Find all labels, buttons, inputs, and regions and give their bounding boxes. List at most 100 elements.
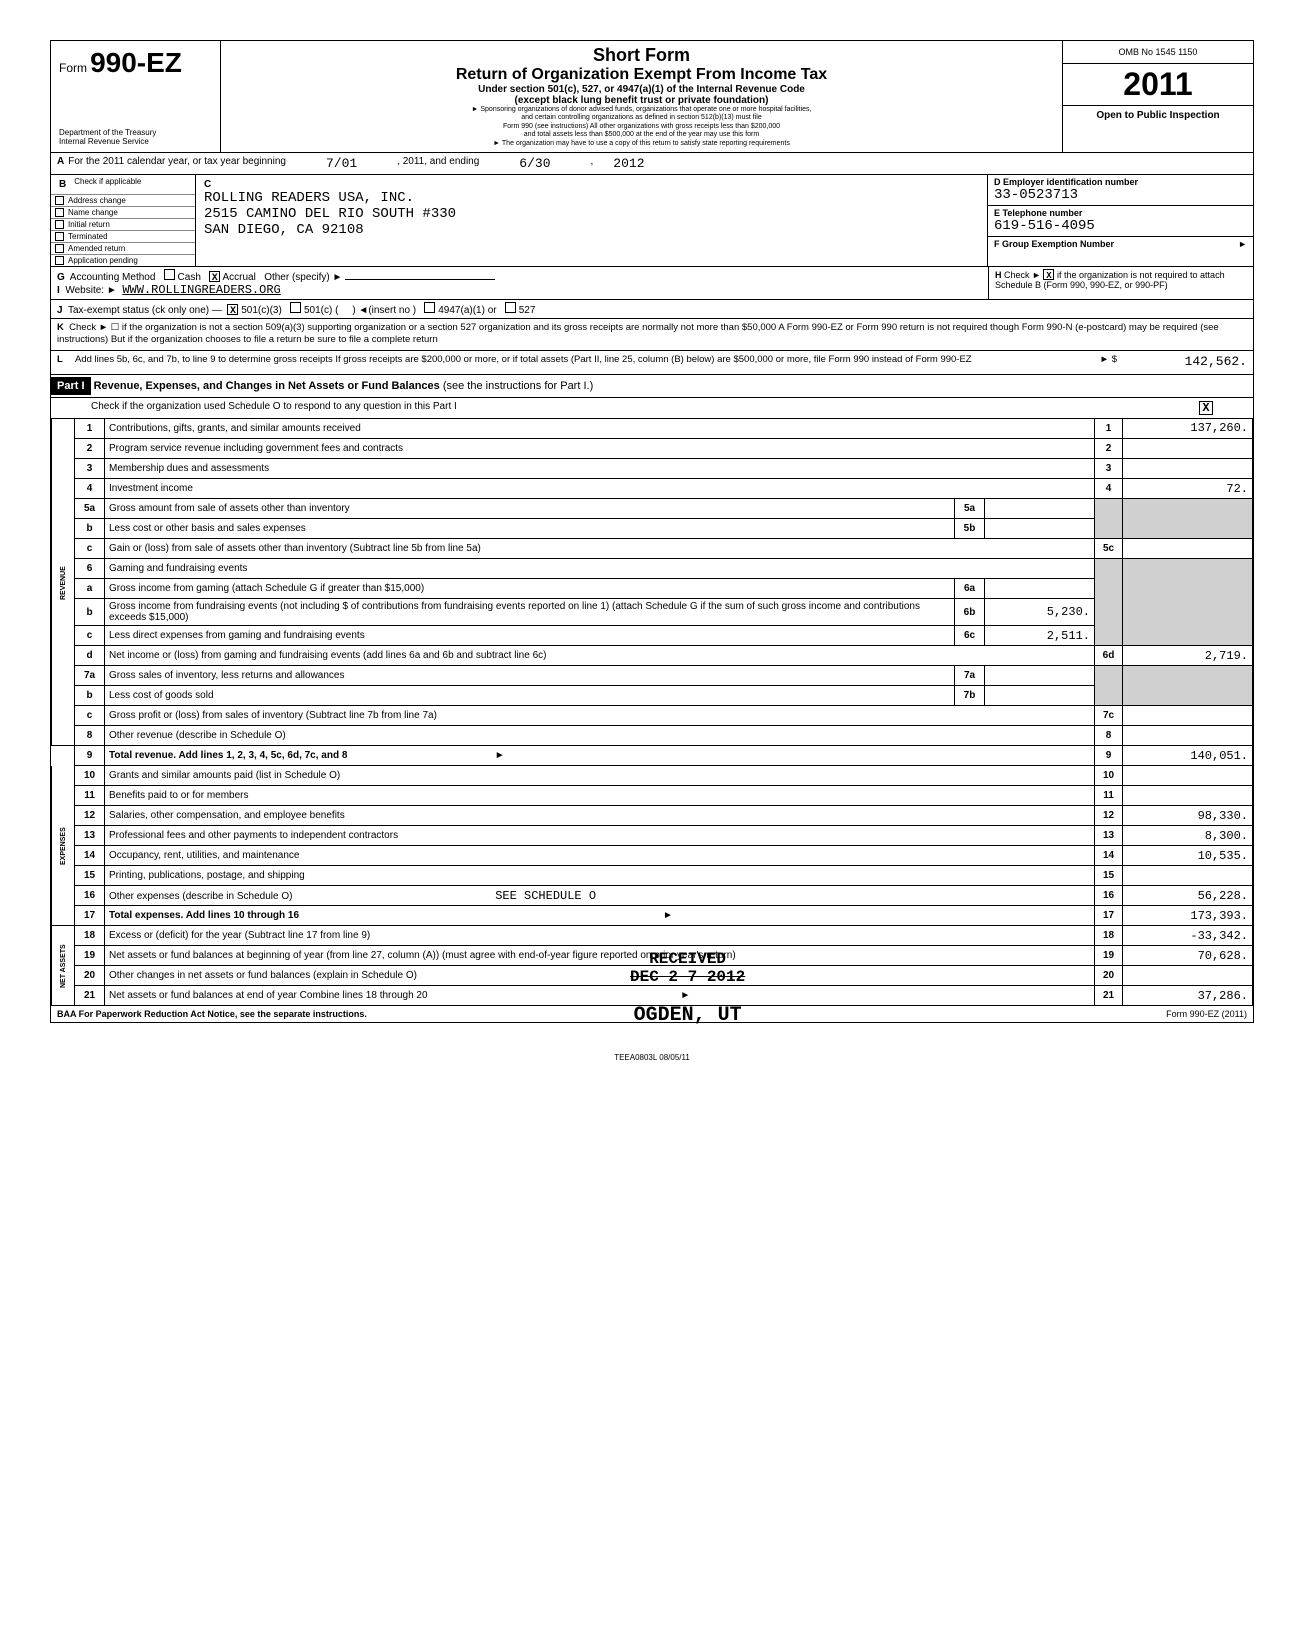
org-address: 2515 CAMINO DEL RIO SOUTH #330 xyxy=(204,206,979,222)
j-4947: 4947(a)(1) or xyxy=(438,305,496,316)
ein: 33-0523713 xyxy=(994,187,1247,203)
line-1: REVENUE 1 Contributions, gifts, grants, … xyxy=(52,419,1253,439)
row-a-text3: , xyxy=(591,156,594,171)
line-6: 6 Gaming and fundraising events xyxy=(52,559,1253,579)
check-name-change[interactable]: Name change xyxy=(51,206,195,218)
line-15: 15 Printing, publications, postage, and … xyxy=(52,866,1253,886)
line-7b: b Less cost of goods sold 7b xyxy=(52,686,1253,706)
sponsor-line-4: and total assets less than $500,000 at t… xyxy=(229,131,1054,139)
col-c: C ROLLING READERS USA, INC. 2515 CAMINO … xyxy=(196,175,988,266)
g-label: G xyxy=(57,272,65,283)
check-o-box[interactable]: X xyxy=(1199,401,1213,415)
line-6c: c Less direct expenses from gaming and f… xyxy=(52,626,1253,646)
begin-date: 7/01 xyxy=(326,156,357,171)
org-name: ROLLING READERS USA, INC. xyxy=(204,190,979,206)
baa-notice: BAA For Paperwork Reduction Act Notice, … xyxy=(57,1009,367,1019)
accrual-checkbox[interactable]: X xyxy=(209,271,220,282)
short-form-title: Short Form xyxy=(229,45,1054,66)
line-10: EXPENSES 10 Grants and similar amounts p… xyxy=(52,766,1253,786)
line-13: 13 Professional fees and other payments … xyxy=(52,826,1253,846)
line-4: 4 Investment income 4 72. xyxy=(52,479,1253,499)
e-label: E Telephone number xyxy=(994,208,1247,218)
row-a-text2: , 2011, and ending xyxy=(397,156,479,171)
line-7c: c Gross profit or (loss) from sales of i… xyxy=(52,706,1253,726)
line-19: 19 Net assets or fund balances at beginn… xyxy=(52,946,1253,966)
check-app-pending[interactable]: Application pending xyxy=(51,254,195,266)
cash-checkbox[interactable] xyxy=(164,269,175,280)
dept-treasury: Department of the Treasury xyxy=(59,128,212,137)
l-amount: 142,562. xyxy=(1117,354,1247,371)
check-applicable: Check if applicable xyxy=(74,177,141,192)
form-prefix: Form xyxy=(59,61,87,75)
j-4947-checkbox[interactable] xyxy=(424,302,435,313)
j-501c: 501(c) ( xyxy=(304,305,338,316)
line-9: 9 Total revenue. Add lines 1, 2, 3, 4, 5… xyxy=(52,746,1253,766)
col-b: B Check if applicable Address change Nam… xyxy=(51,175,196,266)
line-11: 11 Benefits paid to or for members 11 xyxy=(52,786,1253,806)
k-text: Check ► ☐ if the organization is not a s… xyxy=(57,322,1219,345)
j-501c-checkbox[interactable] xyxy=(290,302,301,313)
j-label: J xyxy=(57,305,63,316)
j-527-checkbox[interactable] xyxy=(505,302,516,313)
h-checkbox[interactable]: X xyxy=(1043,269,1054,280)
i-text: Website: ► xyxy=(65,285,116,296)
j-501c3: 501(c)(3) xyxy=(241,305,282,316)
h-label: H xyxy=(995,270,1002,280)
form-number: 990-EZ xyxy=(90,47,182,78)
j-501c3-checkbox[interactable]: X xyxy=(227,304,238,315)
sponsor-line-5: ► The organization may have to use a cop… xyxy=(229,140,1054,148)
line-21: 21 Net assets or fund balances at end of… xyxy=(52,986,1253,1006)
net-assets-side-label: NET ASSETS xyxy=(52,926,75,1006)
j-insert: ) ◄(insert no ) xyxy=(352,305,416,316)
l-label: L xyxy=(57,354,63,365)
line-7a: 7a Gross sales of inventory, less return… xyxy=(52,666,1253,686)
return-title: Return of Organization Exempt From Incom… xyxy=(229,66,1054,84)
expenses-side-label: EXPENSES xyxy=(52,766,75,926)
line-6a: a Gross income from gaming (attach Sched… xyxy=(52,579,1253,599)
l-text: Add lines 5b, 6c, and 7b, to line 9 to d… xyxy=(75,354,1077,371)
check-terminated[interactable]: Terminated xyxy=(51,230,195,242)
tax-year: 2011 xyxy=(1063,64,1253,106)
row-l: L Add lines 5b, 6c, and 7b, to line 9 to… xyxy=(51,351,1253,375)
line-18: NET ASSETS 18 Excess or (deficit) for th… xyxy=(52,926,1253,946)
line-20: 20 Other changes in net assets or fund b… xyxy=(52,966,1253,986)
e-row: E Telephone number 619-516-4095 xyxy=(988,206,1253,237)
line-17: 17 Total expenses. Add lines 10 through … xyxy=(52,906,1253,926)
revenue-side-label: REVENUE xyxy=(52,419,75,746)
row-h: H Check ► X if the organization is not r… xyxy=(988,267,1253,299)
see-schedule-o: SEE SCHEDULE O xyxy=(495,889,596,903)
f-label: F Group Exemption Number xyxy=(994,239,1114,249)
line-8: 8 Other revenue (describe in Schedule O)… xyxy=(52,726,1253,746)
j-527: 527 xyxy=(519,305,536,316)
c-label: C xyxy=(204,179,979,190)
i-label: I xyxy=(57,285,60,296)
check-initial-return[interactable]: Initial return xyxy=(51,218,195,230)
form-990ez-container: Form 990-EZ Department of the Treasury I… xyxy=(50,40,1254,1023)
line-3: 3 Membership dues and assessments 3 xyxy=(52,459,1253,479)
line-16: 16 Other expenses (describe in Schedule … xyxy=(52,886,1253,906)
under-section: Under section 501(c), 527, or 4947(a)(1)… xyxy=(229,84,1054,95)
b-label: B xyxy=(55,177,70,192)
check-amended[interactable]: Amended return xyxy=(51,242,195,254)
row-a-text1: For the 2011 calendar year, or tax year … xyxy=(68,156,286,171)
d-label: D Employer identification number xyxy=(994,177,1247,187)
teea-code: TEEA0803L 08/05/11 xyxy=(50,1023,1254,1062)
telephone: 619-516-4095 xyxy=(994,218,1247,234)
check-address-change[interactable]: Address change xyxy=(51,194,195,206)
other-label: Other (specify) ► xyxy=(264,272,342,283)
other-specify[interactable] xyxy=(345,279,495,280)
row-g: G Accounting Method Cash X Accrual Other… xyxy=(51,267,988,299)
end-date: 6/30 xyxy=(519,156,550,171)
line-5c: c Gain or (loss) from sale of assets oth… xyxy=(52,539,1253,559)
part1-label: Part I xyxy=(51,377,91,395)
line-14: 14 Occupancy, rent, utilities, and maint… xyxy=(52,846,1253,866)
col-def: D Employer identification number 33-0523… xyxy=(988,175,1253,266)
l-arrow: ► $ xyxy=(1077,354,1117,371)
part1-title: Revenue, Expenses, and Changes in Net As… xyxy=(94,380,440,392)
row-a-label: A xyxy=(57,156,64,171)
end-year: 2012 xyxy=(613,156,644,171)
f-arrow: ► xyxy=(1238,239,1247,249)
line-12: 12 Salaries, other compensation, and emp… xyxy=(52,806,1253,826)
line-5b: b Less cost or other basis and sales exp… xyxy=(52,519,1253,539)
cash-label: Cash xyxy=(178,272,201,283)
